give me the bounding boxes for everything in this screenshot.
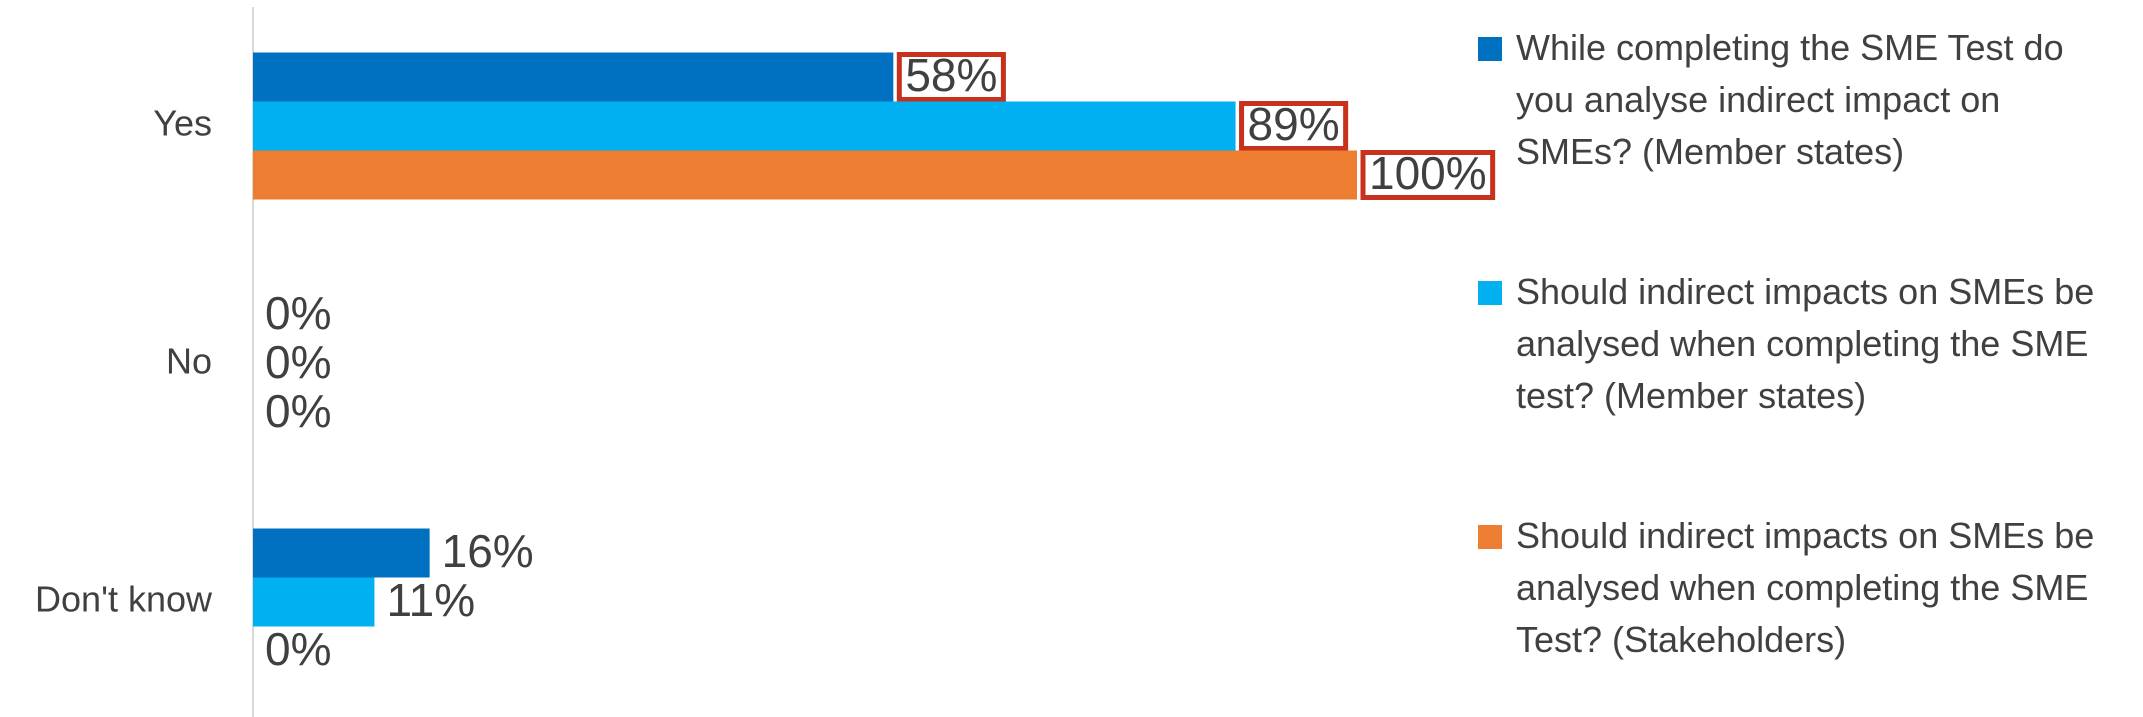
legend-label: While completing the SME Test do you ana… <box>1516 27 2064 172</box>
legend-label: Should indirect impacts on SMEs be analy… <box>1516 271 2095 416</box>
legend-swatch <box>1478 37 1502 61</box>
value-label: 16% <box>442 525 534 577</box>
value-label: 0% <box>265 287 331 339</box>
highlight-box <box>1360 150 1496 200</box>
highlight-box <box>896 52 1006 102</box>
legend-swatch <box>1478 525 1502 549</box>
value-label: 100% <box>1369 147 1487 199</box>
value-label: 0% <box>265 336 331 388</box>
category-label: Don't know <box>35 579 213 620</box>
value-label: 11% <box>386 574 475 626</box>
legend-label: Should indirect impacts on SMEs be analy… <box>1516 515 2095 660</box>
value-label: 0% <box>265 385 331 437</box>
bar <box>253 101 1236 151</box>
bar <box>253 577 375 627</box>
highlight-box <box>1239 101 1349 151</box>
value-label: 0% <box>265 623 331 675</box>
legend-swatch <box>1478 281 1502 305</box>
category-label: No <box>166 341 212 382</box>
bar <box>253 150 1357 200</box>
value-label: 58% <box>905 49 997 101</box>
category-label: Yes <box>153 103 212 144</box>
bar <box>253 52 894 102</box>
value-label: 89% <box>1248 98 1340 150</box>
bar <box>253 528 430 578</box>
